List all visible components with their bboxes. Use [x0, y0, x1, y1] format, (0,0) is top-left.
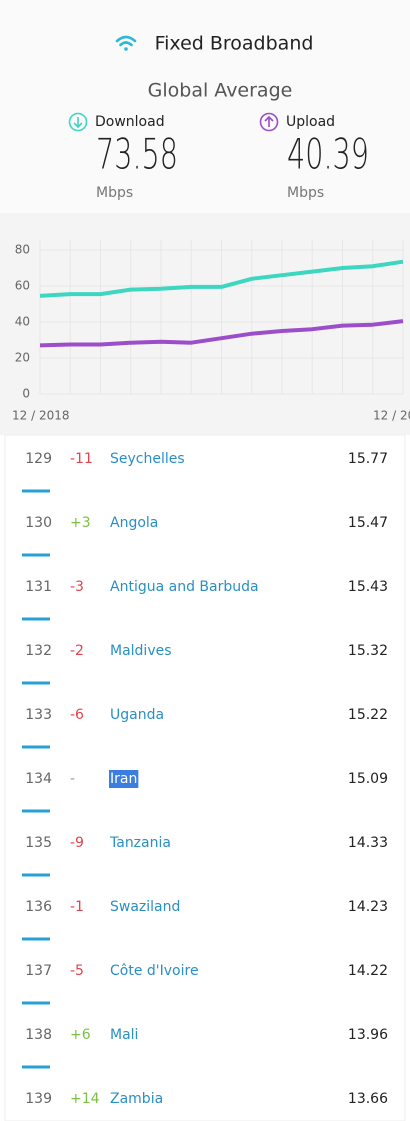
- speed: 15.43: [348, 579, 388, 595]
- country-name[interactable]: Côte d'Ivoire: [110, 963, 199, 979]
- country-name[interactable]: Angola: [110, 515, 158, 531]
- rank: 132: [25, 643, 52, 659]
- speed: 15.32: [348, 643, 388, 659]
- y-tick-label: 40: [15, 315, 30, 329]
- country-name[interactable]: Mali: [110, 1027, 138, 1043]
- country-name[interactable]: Zambia: [110, 1091, 163, 1107]
- title: Fixed Broadband: [155, 33, 314, 55]
- speed: 15.77: [348, 451, 388, 467]
- rank-change: +14: [70, 1091, 100, 1107]
- rank-change: +3: [70, 515, 91, 531]
- data-line: [39, 319, 404, 348]
- rank-change: -2: [70, 643, 84, 659]
- x-tick-label: 12 / 2018: [12, 409, 69, 423]
- rank-change: +6: [70, 1027, 91, 1043]
- upload-unit: Mbps: [287, 185, 324, 201]
- country-name[interactable]: Antigua and Barbuda: [110, 579, 259, 595]
- download-label: Download: [95, 114, 165, 130]
- speed: 15.47: [348, 515, 388, 531]
- speed: 13.96: [348, 1027, 388, 1043]
- rank: 129: [25, 451, 52, 467]
- subtitle: Global Average: [148, 80, 293, 102]
- y-tick-label: 0: [22, 387, 30, 401]
- country-name[interactable]: Tanzania: [109, 835, 171, 851]
- country-name[interactable]: Maldives: [110, 643, 172, 659]
- upload-label: Upload: [286, 114, 335, 130]
- rank: 139: [25, 1091, 52, 1107]
- country-name[interactable]: Swaziland: [110, 899, 180, 915]
- speed: 14.33: [348, 835, 388, 851]
- speed: 13.66: [348, 1091, 388, 1107]
- speed: 15.09: [348, 771, 388, 787]
- rank-change: -: [70, 771, 75, 787]
- upload-icon: [259, 112, 279, 132]
- rank: 138: [25, 1027, 52, 1043]
- rank-change: -9: [70, 835, 84, 851]
- data-line: [39, 259, 404, 298]
- rank: 137: [25, 963, 52, 979]
- speed: 14.22: [348, 963, 388, 979]
- rank-change: -6: [70, 707, 84, 723]
- rank: 135: [25, 835, 52, 851]
- rank-change: -1: [70, 899, 84, 915]
- rank-change: -5: [70, 963, 84, 979]
- country-name[interactable]: Uganda: [110, 707, 164, 723]
- speed: 15.22: [348, 707, 388, 723]
- download-value: 73.58: [96, 130, 178, 179]
- rank: 131: [25, 579, 52, 595]
- country-name[interactable]: Iran: [110, 771, 137, 787]
- speed: 14.23: [348, 899, 388, 915]
- download-icon: [68, 112, 88, 132]
- rank: 130: [25, 515, 52, 531]
- wifi-icon: [115, 35, 137, 51]
- y-tick-label: 20: [15, 351, 30, 365]
- x-tick-label: 12 / 20: [373, 409, 410, 423]
- rank-change: -3: [70, 579, 84, 595]
- rank: 134: [25, 771, 52, 787]
- download-unit: Mbps: [96, 185, 133, 201]
- rank-change: -11: [70, 451, 93, 467]
- selection-highlight: [109, 770, 139, 788]
- table-bg: [4, 434, 406, 1121]
- upload-value: 40.39: [287, 130, 369, 179]
- y-tick-label: 80: [15, 243, 30, 257]
- rank: 133: [25, 707, 52, 723]
- y-tick-label: 60: [15, 279, 30, 293]
- country-name[interactable]: Seychelles: [110, 451, 185, 467]
- header-bg: [0, 0, 410, 213]
- rank: 136: [25, 899, 52, 915]
